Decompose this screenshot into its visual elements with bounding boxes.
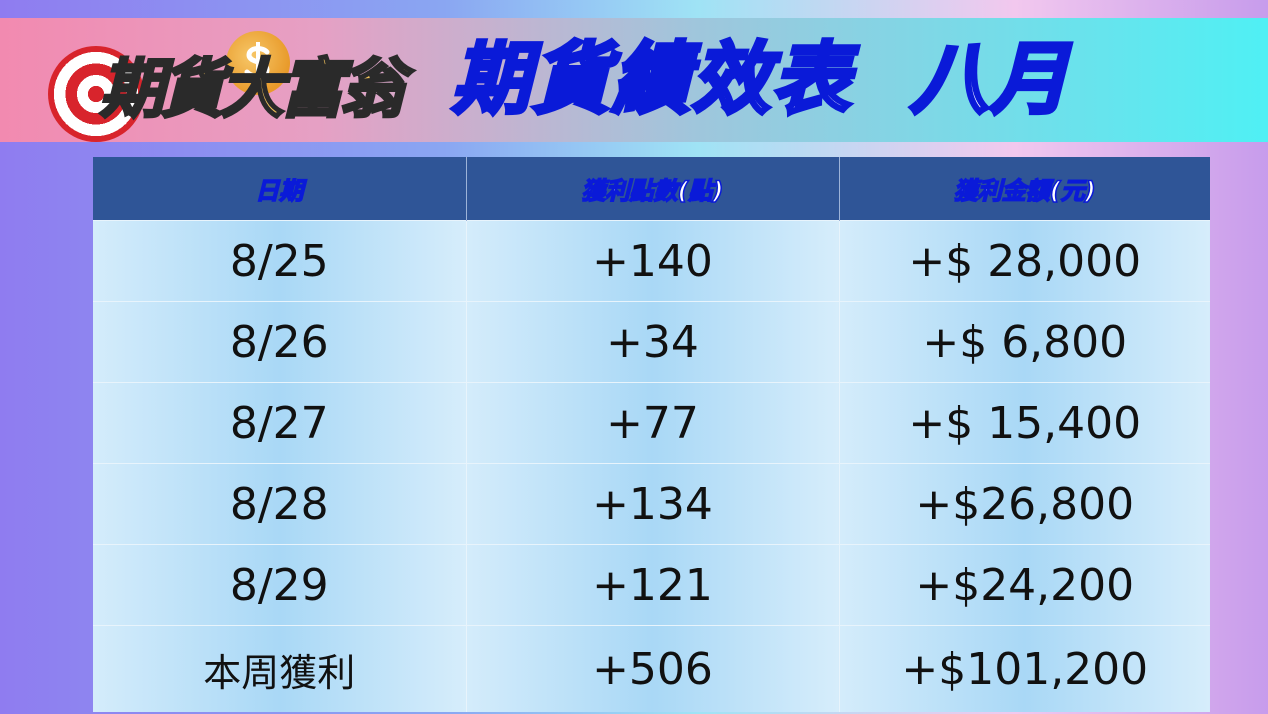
cell-amount: +$ 6,800 (839, 301, 1210, 383)
cell-amount: +$ 15,400 (839, 382, 1210, 464)
table-row: 8/29 +121 +$24,200 (93, 544, 1210, 626)
cell-points: +140 (466, 220, 840, 302)
dollar-coin-icon (226, 31, 290, 95)
total-amount: +$101,200 (839, 625, 1210, 712)
cell-points: +34 (466, 301, 840, 383)
table-row: 8/28 +134 +$26,800 (93, 463, 1210, 545)
cell-amount: +$24,200 (839, 544, 1210, 626)
cell-date: 8/29 (93, 544, 467, 626)
performance-table: 日期 獲利點數(點) 獲利金額(元) 8/25 +140 +$ 28,000 8/2… (93, 157, 1210, 712)
cell-date: 8/28 (93, 463, 467, 545)
cell-points: +134 (466, 463, 840, 545)
header-amount: 獲利金額(元) (839, 157, 1210, 221)
cell-date: 8/26 (93, 301, 467, 383)
total-row: 本周獲利 +506 +$101,200 (93, 625, 1210, 712)
cell-amount: +$ 28,000 (839, 220, 1210, 302)
cell-points: +77 (466, 382, 840, 464)
table-row: 8/26 +34 +$ 6,800 (93, 301, 1210, 383)
dartboard-icon (48, 46, 144, 142)
table-header-row: 日期 獲利點數(點) 獲利金額(元) (93, 157, 1210, 221)
logo-text: 期貨大富翁 (99, 52, 406, 129)
logo: 期貨大富翁 (20, 28, 440, 142)
page-title: 期貨績效表 八月 (450, 33, 1071, 127)
cell-date: 8/27 (93, 382, 467, 464)
table-row: 8/27 +77 +$ 15,400 (93, 382, 1210, 464)
header-points: 獲利點數(點) (466, 157, 840, 221)
header-date: 日期 (93, 157, 467, 221)
table-row: 8/25 +140 +$ 28,000 (93, 220, 1210, 302)
cell-date: 8/25 (93, 220, 467, 302)
cell-amount: +$26,800 (839, 463, 1210, 545)
cell-points: +121 (466, 544, 840, 626)
total-label: 本周獲利 (93, 625, 467, 712)
total-points: +506 (466, 625, 840, 712)
banner: 期貨大富翁 期貨績效表 八月 (0, 18, 1268, 142)
